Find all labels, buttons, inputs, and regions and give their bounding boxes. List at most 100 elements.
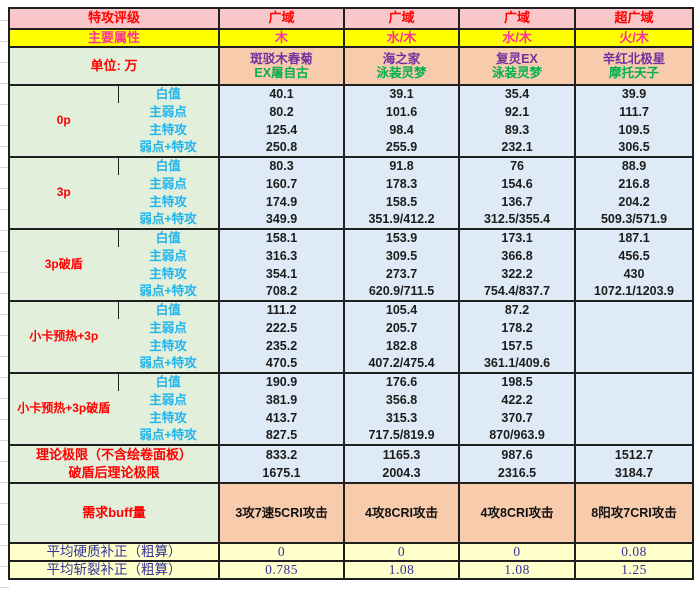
value-cell-0-2-2[interactable]: 89.3 <box>458 121 576 139</box>
character-cell-3[interactable]: 辛红北极星 摩托天子 <box>574 46 694 85</box>
value-cell-2-2-3[interactable]: 430 <box>574 265 694 283</box>
value-cell-2-1-0[interactable]: 316.3 <box>218 247 345 265</box>
value-cell-4-1-3[interactable] <box>574 391 694 409</box>
section-label-1[interactable]: 3p <box>9 156 118 229</box>
value-cell-2-2-2[interactable]: 322.2 <box>458 265 576 283</box>
character-cell-1[interactable]: 海之家 泳装灵梦 <box>343 46 460 85</box>
value-cell-1-2-3[interactable]: 204.2 <box>574 193 694 211</box>
value-cell-1-1-2[interactable]: 154.6 <box>458 175 576 193</box>
character-cell-2[interactable]: 复灵EX 泳装灵梦 <box>458 46 576 85</box>
value-cell-2-1-2[interactable]: 366.8 <box>458 247 576 265</box>
value-cell-4-0-1[interactable]: 176.6 <box>343 372 460 391</box>
limit-label-0[interactable]: 理论极限（不含绘卷面板） <box>9 444 220 464</box>
value-cell-1-0-1[interactable]: 91.8 <box>343 156 460 175</box>
stat-label-4-0[interactable]: 白值 <box>117 372 220 391</box>
stat-label-2-2[interactable]: 主特攻 <box>118 265 220 283</box>
stat-label-1-1[interactable]: 主弱点 <box>118 175 220 193</box>
value-cell-2-2-0[interactable]: 354.1 <box>218 265 345 283</box>
value-cell-4-3-2[interactable]: 870/963.9 <box>458 427 576 445</box>
attribute-0[interactable]: 木 <box>218 28 345 47</box>
limit-value-0-0[interactable]: 833.2 <box>218 444 345 464</box>
buff-value-3[interactable]: 8阳攻7CRI攻击 <box>574 482 694 543</box>
buff-label[interactable]: 需求buff量 <box>9 482 220 543</box>
value-cell-2-2-1[interactable]: 273.7 <box>343 265 460 283</box>
header-rating-1[interactable]: 广域 <box>343 8 460 29</box>
value-cell-1-1-1[interactable]: 178.3 <box>343 175 460 193</box>
section-label-2[interactable]: 3p破盾 <box>9 228 118 301</box>
value-cell-4-2-0[interactable]: 413.7 <box>218 409 345 427</box>
value-cell-3-1-0[interactable]: 222.5 <box>218 319 345 337</box>
correction-value-1-0[interactable]: 0.785 <box>218 560 345 579</box>
buff-value-2[interactable]: 4攻8CRI攻击 <box>458 482 576 543</box>
stat-label-1-2[interactable]: 主特攻 <box>118 193 220 211</box>
value-cell-2-1-3[interactable]: 456.5 <box>574 247 694 265</box>
stat-label-4-2[interactable]: 主特攻 <box>118 409 220 427</box>
attribute-1[interactable]: 水/木 <box>343 28 460 47</box>
limit-value-0-1[interactable]: 1165.3 <box>343 444 460 464</box>
value-cell-1-3-0[interactable]: 349.9 <box>218 211 345 229</box>
value-cell-1-3-2[interactable]: 312.5/355.4 <box>458 211 576 229</box>
value-cell-2-0-0[interactable]: 158.1 <box>218 228 345 247</box>
value-cell-4-2-3[interactable] <box>574 409 694 427</box>
stat-label-2-1[interactable]: 主弱点 <box>118 247 220 265</box>
value-cell-3-3-1[interactable]: 407.2/475.4 <box>343 355 460 373</box>
value-cell-0-1-3[interactable]: 111.7 <box>574 103 694 121</box>
value-cell-1-2-1[interactable]: 158.5 <box>343 193 460 211</box>
limit-value-1-2[interactable]: 2316.5 <box>458 464 576 483</box>
limit-value-1-0[interactable]: 1675.1 <box>218 464 345 483</box>
value-cell-4-1-2[interactable]: 422.2 <box>458 391 576 409</box>
value-cell-0-2-1[interactable]: 98.4 <box>343 121 460 139</box>
value-cell-1-0-0[interactable]: 80.3 <box>218 156 345 175</box>
section-label-4[interactable]: 小卡预热+3p破盾 <box>9 372 118 445</box>
value-cell-0-3-1[interactable]: 255.9 <box>343 139 460 157</box>
value-cell-4-2-2[interactable]: 370.7 <box>458 409 576 427</box>
value-cell-0-3-2[interactable]: 232.1 <box>458 139 576 157</box>
value-cell-0-2-0[interactable]: 125.4 <box>218 121 345 139</box>
value-cell-2-3-2[interactable]: 754.4/837.7 <box>458 283 576 301</box>
buff-value-1[interactable]: 4攻8CRI攻击 <box>343 482 460 543</box>
value-cell-3-1-2[interactable]: 178.2 <box>458 319 576 337</box>
value-cell-1-2-0[interactable]: 174.9 <box>218 193 345 211</box>
correction-value-1-2[interactable]: 1.08 <box>458 560 576 579</box>
stat-label-4-1[interactable]: 主弱点 <box>118 391 220 409</box>
value-cell-0-0-2[interactable]: 35.4 <box>458 84 576 103</box>
value-cell-4-0-2[interactable]: 198.5 <box>458 372 576 391</box>
header-rating-3[interactable]: 超广域 <box>574 8 694 29</box>
value-cell-2-3-0[interactable]: 708.2 <box>218 283 345 301</box>
value-cell-1-0-2[interactable]: 76 <box>458 156 576 175</box>
value-cell-3-3-2[interactable]: 361.1/409.6 <box>458 355 576 373</box>
value-cell-3-3-0[interactable]: 470.5 <box>218 355 345 373</box>
value-cell-4-3-3[interactable] <box>574 427 694 445</box>
value-cell-0-0-0[interactable]: 40.1 <box>218 84 345 103</box>
correction-value-0-1[interactable]: 0 <box>343 542 460 561</box>
correction-label-1[interactable]: 平均斩裂补正（粗算） <box>9 560 220 579</box>
stat-label-3-2[interactable]: 主特攻 <box>118 337 220 355</box>
value-cell-0-3-0[interactable]: 250.8 <box>218 139 345 157</box>
value-cell-3-1-3[interactable] <box>574 319 694 337</box>
value-cell-4-0-3[interactable] <box>574 372 694 391</box>
limit-value-0-3[interactable]: 1512.7 <box>574 444 694 464</box>
stat-label-1-0[interactable]: 白值 <box>117 156 220 175</box>
value-cell-3-2-2[interactable]: 157.5 <box>458 337 576 355</box>
value-cell-0-3-3[interactable]: 306.5 <box>574 139 694 157</box>
stat-label-3-0[interactable]: 白值 <box>117 300 220 319</box>
value-cell-0-1-1[interactable]: 101.6 <box>343 103 460 121</box>
value-cell-0-0-3[interactable]: 39.9 <box>574 84 694 103</box>
stat-label-1-3[interactable]: 弱点+特攻 <box>118 211 220 229</box>
stat-label-3-1[interactable]: 主弱点 <box>118 319 220 337</box>
stat-label-0-0[interactable]: 白值 <box>117 84 220 103</box>
value-cell-2-1-1[interactable]: 309.5 <box>343 247 460 265</box>
buff-value-0[interactable]: 3攻7速5CRI攻击 <box>218 482 345 543</box>
stat-label-0-3[interactable]: 弱点+特攻 <box>118 139 220 157</box>
correction-value-0-3[interactable]: 0.08 <box>574 542 694 561</box>
unit-label[interactable]: 单位: 万 <box>9 46 220 85</box>
limit-value-1-1[interactable]: 2004.3 <box>343 464 460 483</box>
value-cell-0-0-1[interactable]: 39.1 <box>343 84 460 103</box>
value-cell-4-3-0[interactable]: 827.5 <box>218 427 345 445</box>
character-cell-0[interactable]: 斑驳木春菊 EX屠自古 <box>218 46 345 85</box>
value-cell-3-3-3[interactable] <box>574 355 694 373</box>
value-cell-3-0-1[interactable]: 105.4 <box>343 300 460 319</box>
value-cell-3-2-3[interactable] <box>574 337 694 355</box>
value-cell-2-3-1[interactable]: 620.9/711.5 <box>343 283 460 301</box>
stat-label-2-3[interactable]: 弱点+特攻 <box>118 283 220 301</box>
